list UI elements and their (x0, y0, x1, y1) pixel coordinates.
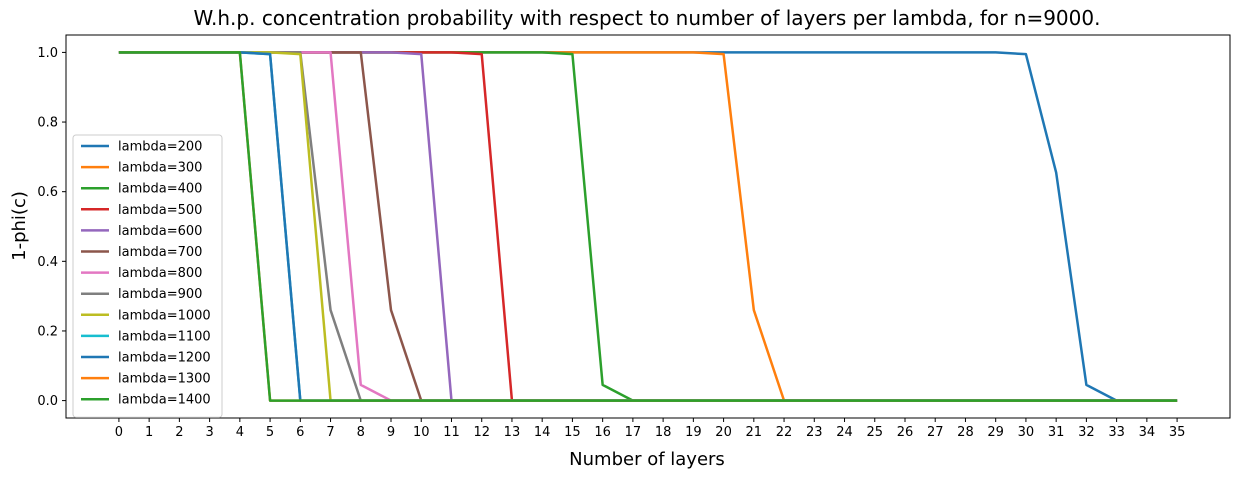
x-tick-label: 20 (715, 425, 732, 440)
legend-box (72, 134, 223, 418)
legend-label: lambda=500 (118, 203, 202, 218)
x-tick-label: 14 (534, 425, 551, 440)
chart-title: W.h.p. concentration probability with re… (194, 6, 1101, 30)
legend-label: lambda=1000 (118, 308, 211, 323)
x-tick-label: 15 (564, 425, 581, 440)
legend-label: lambda=400 (118, 182, 202, 197)
x-tick-label: 5 (266, 425, 274, 440)
y-tick-label: 0.8 (37, 116, 58, 131)
legend-label: lambda=1200 (118, 351, 211, 366)
x-tick-label: 29 (987, 425, 1004, 440)
legend-label: lambda=700 (118, 245, 202, 260)
series-line-13 (118, 51, 1178, 402)
x-tick-label: 10 (413, 425, 430, 440)
x-tick-label: 8 (357, 425, 365, 440)
x-tick-label: 11 (443, 425, 460, 440)
legend-label: lambda=900 (118, 287, 202, 302)
legend: lambda=200 lambda=300 lambda=400 lambda=500… (72, 134, 223, 418)
x-tick-label: 19 (685, 425, 702, 440)
x-tick-label: 23 (806, 425, 823, 440)
x-tick-label: 28 (957, 425, 974, 440)
x-tick-label: 16 (594, 425, 611, 440)
legend-label: lambda=300 (118, 161, 202, 176)
legend-label: lambda=1400 (118, 393, 211, 408)
x-tick-label: 7 (326, 425, 334, 440)
x-tick-label: 9 (387, 425, 395, 440)
x-tick-label: 12 (473, 425, 490, 440)
x-tick-label: 35 (1169, 425, 1186, 440)
x-axis-label: Number of layers (569, 449, 725, 470)
plot-frame (65, 34, 1231, 419)
x-tick-label: 25 (866, 425, 883, 440)
x-tick-label: 2 (175, 425, 183, 440)
y-tick-label: 0.6 (37, 185, 58, 200)
x-tick-label: 31 (1048, 425, 1065, 440)
y-axis-label: 1-phi(c) (9, 191, 30, 261)
x-tick-label: 21 (746, 425, 763, 440)
x-tick-label: 30 (1018, 425, 1035, 440)
y-tick-label: 0.2 (37, 324, 58, 339)
x-tick-label: 1 (145, 425, 153, 440)
x-tick-label: 0 (115, 425, 123, 440)
legend-label: lambda=800 (118, 266, 202, 281)
y-axis: 0.0 0.2 0.4 0.6 0.8 1.0 (37, 46, 66, 409)
x-tick-label: 33 (1108, 425, 1125, 440)
x-tick-label: 26 (897, 425, 914, 440)
legend-label: lambda=1300 (118, 372, 211, 387)
x-tick-label: 6 (296, 425, 304, 440)
y-tick-label: 1.0 (37, 46, 58, 61)
x-tick-label: 22 (776, 425, 793, 440)
x-tick-label: 13 (504, 425, 521, 440)
legend-label: lambda=1100 (118, 329, 211, 344)
x-tick-label: 4 (236, 425, 244, 440)
x-tick-label: 24 (836, 425, 853, 440)
y-tick-label: 0.0 (37, 394, 58, 409)
legend-label: lambda=600 (118, 224, 202, 239)
x-tick-label: 34 (1139, 425, 1156, 440)
x-tick-label: 17 (625, 425, 642, 440)
series-lines (118, 51, 1178, 402)
y-tick-label: 0.4 (37, 255, 58, 270)
x-tick-label: 3 (205, 425, 213, 440)
x-tick-label: 27 (927, 425, 944, 440)
plot-area (66, 35, 1230, 418)
x-axis: 0 1 2 3 4 5 6 7 8 9 10 11 12 13 14 15 16 17 18 19 20 21 22 23 24… (115, 418, 1186, 440)
legend-label: lambda=200 (118, 140, 202, 155)
x-tick-label: 18 (655, 425, 672, 440)
x-tick-label: 32 (1078, 425, 1095, 440)
